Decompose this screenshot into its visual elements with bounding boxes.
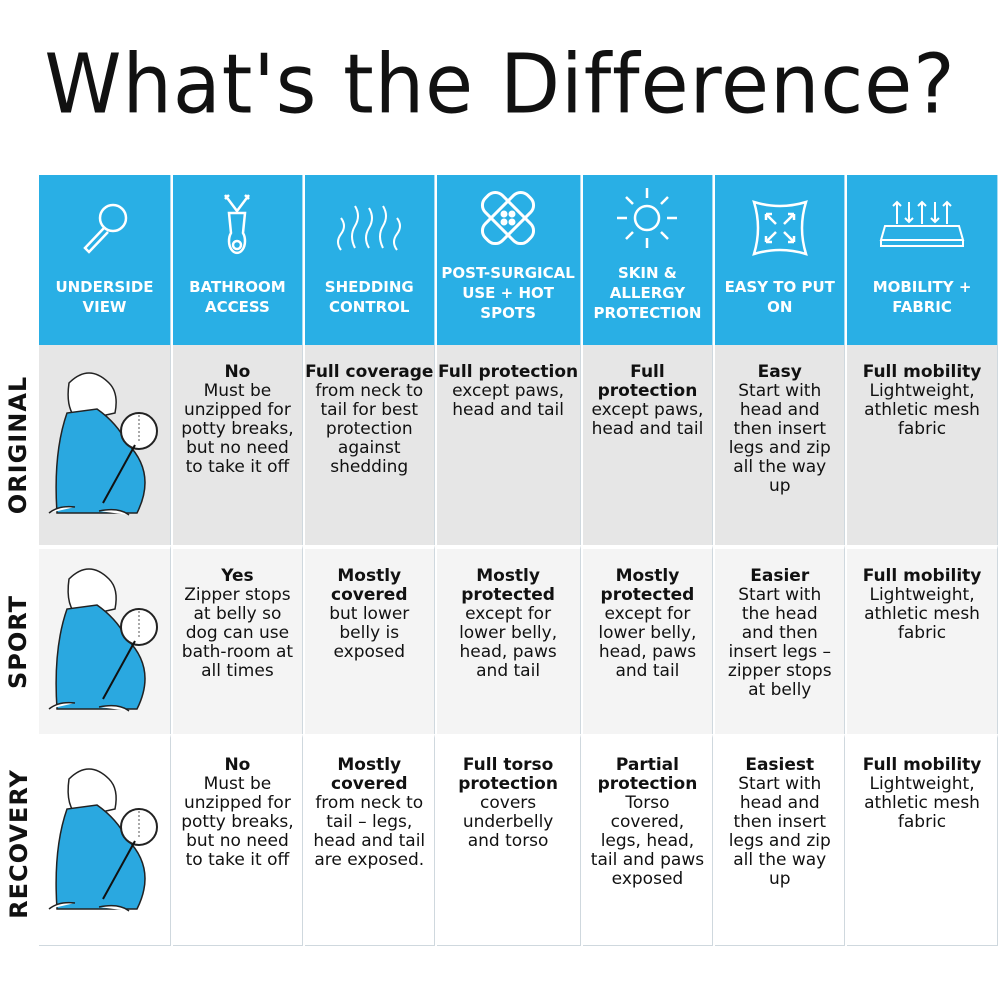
comparison-table: UNDERSIDE VIEW BATHROOM ACCESS SHEDDING CO…	[37, 175, 1000, 946]
cell-text: Torso covered, legs, head, tail and paws…	[590, 793, 705, 889]
row-label-original: ORIGINAL	[0, 345, 37, 545]
table-cell: Full mobility Lightweight, athletic mesh …	[847, 545, 998, 734]
table-cell: No Must be unzipped for potty breaks, but…	[173, 734, 303, 946]
row-recovery: No Must be unzipped for potty breaks, but…	[39, 734, 998, 946]
table-cell: Full coverage from neck to tail for best …	[304, 345, 435, 545]
dog-underside-illustration	[39, 734, 171, 946]
cell-heading: Mostly protected	[461, 566, 555, 605]
header-bathroom-access: BATHROOM ACCESS	[173, 175, 303, 345]
row-original: No Must be unzipped for potty breaks, but…	[39, 345, 998, 545]
cell-heading: Full mobility	[862, 362, 982, 382]
table-cell: Easiest Start with head and then insert l…	[715, 734, 846, 946]
header-post-surgical-use-hot-spots: POST-SURGICAL USE + HOT SPOTS	[436, 175, 581, 345]
table-cell: Full protection except paws, head and tai…	[582, 345, 714, 545]
cell-heading: Full protection	[597, 362, 698, 401]
expand-arrows-icon	[715, 193, 844, 263]
cell-text: except for lower belly, head, paws and t…	[459, 604, 558, 681]
header-shedding-control: SHEDDING CONTROL	[304, 175, 435, 345]
table-cell: Easier Start with the head and then inser…	[715, 545, 846, 734]
dog-underside-illustration	[39, 345, 171, 545]
magnifier-icon	[39, 193, 170, 263]
cell-text: from neck to tail – legs, head and tail …	[313, 793, 426, 870]
hair-icon	[305, 193, 434, 263]
row-label-text: ORIGINAL	[4, 375, 33, 515]
cell-heading: Full coverage	[305, 362, 434, 382]
cell-heading: Easy	[757, 362, 802, 382]
cell-text: Must be unzipped for potty breaks, but n…	[181, 381, 294, 477]
cell-heading: Easier	[750, 566, 810, 586]
table-cell: Full mobility Lightweight, athletic mesh …	[847, 345, 998, 545]
cell-text: but lower belly is exposed	[329, 604, 410, 662]
cell-heading: Full torso protection	[458, 755, 558, 794]
table-cell: Full protection except paws, head and tai…	[436, 345, 581, 545]
cell-text: Start with head and then insert legs and…	[728, 774, 831, 889]
cell-text: Start with head and then insert legs and…	[728, 381, 831, 496]
cell-text: from neck to tail for best protection ag…	[315, 381, 424, 477]
cell-heading: Easiest	[745, 755, 815, 775]
header-label: BATHROOM ACCESS	[189, 278, 286, 316]
header-label: SKIN & ALLERGY PROTECTION	[593, 264, 702, 322]
header-label: EASY TO PUT ON	[724, 278, 835, 316]
table-cell: Full mobility Lightweight, athletic mesh …	[847, 734, 998, 946]
table-cell: Mostly covered from neck to tail – legs, …	[304, 734, 435, 946]
zipper-icon	[173, 193, 302, 263]
table-cell: Easy Start with head and then insert legs…	[715, 345, 846, 545]
row-sport: Yes Zipper stops at belly so dog can use …	[39, 545, 998, 734]
dog-underside-illustration	[39, 545, 171, 734]
cell-text: Lightweight, athletic mesh fabric	[864, 774, 980, 832]
header-underside-view: UNDERSIDE VIEW	[39, 175, 171, 345]
page-title: What's the Difference?	[44, 37, 956, 133]
cell-heading: Mostly protected	[600, 566, 695, 605]
cell-heading: No	[224, 362, 251, 382]
sun-icon	[583, 183, 713, 253]
cell-heading: Full mobility	[862, 566, 982, 586]
table-cell: Mostly covered but lower belly is exposed	[304, 545, 435, 734]
cell-text: Zipper stops at belly so dog can use bat…	[181, 585, 294, 681]
row-label-text: RECOVERY	[4, 769, 33, 919]
cell-text: covers underbelly and torso	[462, 793, 554, 851]
cell-text: Start with the head and then insert legs…	[727, 585, 832, 700]
cell-text: Lightweight, athletic mesh fabric	[864, 585, 980, 643]
header-label: MOBILITY + FABRIC	[872, 278, 972, 316]
cell-heading: No	[224, 755, 251, 775]
cell-text: except paws, head and tail	[591, 400, 704, 439]
cell-heading: Full mobility	[862, 755, 982, 775]
cell-heading: Mostly covered	[331, 566, 408, 605]
bandage-icon	[437, 183, 580, 253]
header-label: SHEDDING CONTROL	[324, 278, 414, 316]
header-label: POST-SURGICAL USE + HOT SPOTS	[441, 264, 575, 322]
header-skin-allergy-protection: SKIN & ALLERGY PROTECTION	[582, 175, 714, 345]
table-cell: Partial protection Torso covered, legs, h…	[582, 734, 714, 946]
table-cell: Full torso protection covers underbelly a…	[436, 734, 581, 946]
table-cell: Yes Zipper stops at belly so dog can use …	[173, 545, 303, 734]
row-label-recovery: RECOVERY	[0, 738, 37, 950]
header-easy-to-put-on: EASY TO PUT ON	[715, 175, 846, 345]
table-cell: No Must be unzipped for potty breaks, but…	[173, 345, 303, 545]
row-label-text: SPORT	[4, 594, 33, 689]
row-label-sport: SPORT	[0, 549, 37, 734]
table-cell: Mostly protected except for lower belly, …	[436, 545, 581, 734]
cell-heading: Full protection	[438, 362, 579, 382]
cell-heading: Yes	[221, 566, 254, 586]
header-label: UNDERSIDE VIEW	[55, 278, 154, 316]
cell-text: Lightweight, athletic mesh fabric	[864, 381, 980, 439]
table-cell: Mostly protected except for lower belly, …	[582, 545, 714, 734]
mesh-fabric-icon	[847, 193, 997, 263]
header-mobility-fabric: MOBILITY + FABRIC	[847, 175, 998, 345]
cell-heading: Mostly covered	[331, 755, 408, 794]
cell-text: except paws, head and tail	[452, 381, 565, 420]
cell-heading: Partial protection	[597, 755, 698, 794]
cell-text: except for lower belly, head, paws and t…	[598, 604, 697, 681]
cell-text: Must be unzipped for potty breaks, but n…	[181, 774, 294, 870]
